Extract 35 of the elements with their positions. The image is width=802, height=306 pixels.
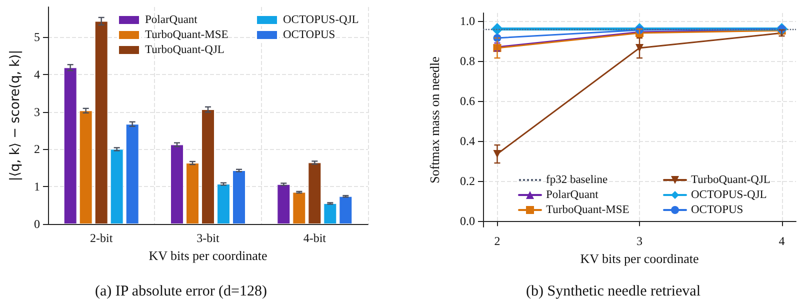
legend-label: TurboQuant-QJL [691,174,770,186]
legend-label: fp32 baseline [546,174,608,186]
text: (b) Synthetic needle retrieval [526,284,701,300]
y-tick-label: 1 [34,180,40,194]
x-tick-label: 2-bit [90,231,114,245]
y-tick-label: 0.0 [460,214,475,228]
text: (a) IP absolute error (d=128) [95,284,268,300]
y-tick-label: 1.0 [460,14,475,28]
y-axis-title: Softmax mass on needle [427,56,442,184]
legend-label: TurboQuant-MSE [145,29,228,41]
y-tick-label: 0.6 [460,94,475,108]
y-tick-label: 3 [34,104,40,119]
legend-label: TurboQuant-MSE [546,204,630,216]
legend-label: TurboQuant-QJL [145,44,224,56]
x-axis-title: KV bits per coordinate [580,250,699,266]
legend-label: PolarQuant [145,14,198,26]
y-tick-label: 0 [34,217,40,231]
y-tick-label: 2 [34,142,40,156]
y-tick-label: 5 [34,30,40,44]
y-tick-label: 0.8 [460,54,475,68]
legend-label: PolarQuant [546,189,600,201]
x-axis-title: KV bits per coordinate [148,248,268,263]
legend-label: OCTOPUS-QJL [691,189,767,201]
legend-label: OCTOPUS [691,204,744,216]
y-tick-label: 0.2 [460,174,475,188]
x-tick-label: 3-bit [196,231,220,245]
y-tick-label: 0.4 [460,134,475,148]
x-tick-label: 2 [494,234,500,248]
y-tick-label: 4 [34,67,40,82]
y-axis-title: |⟨q, k⟩ − score(q, k)| [8,50,23,182]
legend-label: OCTOPUS [283,29,336,41]
x-tick-label: 4 [778,234,785,248]
x-tick-label: 3 [636,234,642,248]
x-tick-label: 4-bit [303,231,327,245]
legend-label: OCTOPUS-QJL [283,14,359,26]
